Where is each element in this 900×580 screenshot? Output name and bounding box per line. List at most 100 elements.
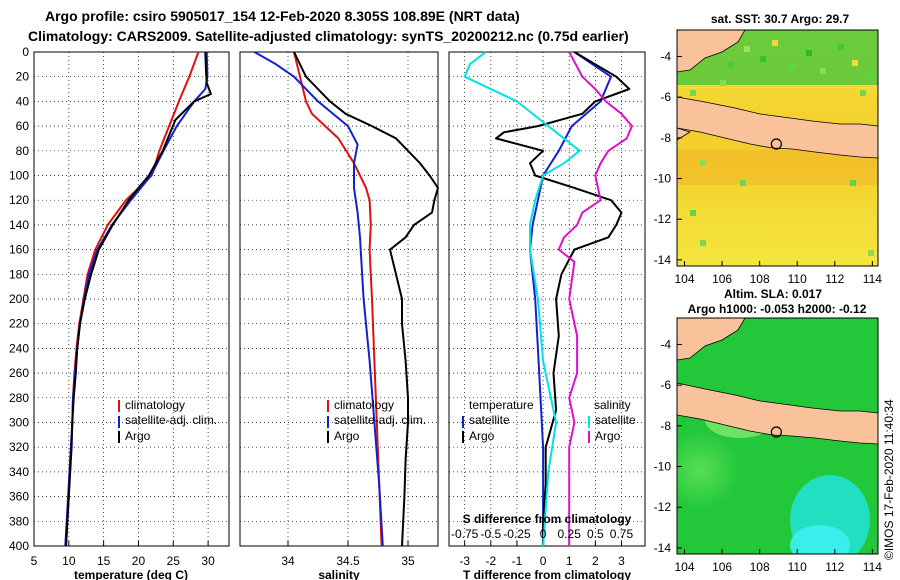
x-tick-label: 34 bbox=[281, 554, 295, 568]
sst-pixel bbox=[720, 80, 726, 86]
depth-axis: 0 20 40 60 80 100 120 140 160 180 200 220 240 260 280 3… bbox=[9, 45, 29, 553]
x-tick-label: 34.5 bbox=[336, 554, 360, 568]
lat-tick-label: -4 bbox=[660, 337, 671, 351]
s-difference-tick-label: -0.75 bbox=[451, 527, 479, 541]
temperature-x-axis: 5 10 15 20 25 30 bbox=[31, 541, 215, 568]
salinity-lines bbox=[253, 51, 439, 547]
salinity-x-axis: 34 34.5 35 bbox=[281, 541, 415, 568]
s-difference-tick-label: 0.75 bbox=[610, 527, 634, 541]
series-line-salinity-satellite bbox=[463, 51, 581, 547]
depth-tick-label: 140 bbox=[9, 218, 29, 232]
depth-tick-label: 60 bbox=[16, 119, 30, 133]
sla-peak-south bbox=[790, 525, 850, 554]
salinity-legend: climatology satellite-adj. clim. Argo bbox=[327, 398, 426, 443]
x-tick-label: 30 bbox=[201, 554, 215, 568]
s-difference-tick-label: -0.25 bbox=[503, 527, 531, 541]
lat-tick-label: -14 bbox=[654, 541, 672, 555]
lat-tick-label: -12 bbox=[654, 212, 672, 226]
x-tick-label: 35 bbox=[401, 554, 415, 568]
legend-label-argo: Argo bbox=[125, 429, 151, 443]
sla-high-west bbox=[677, 430, 740, 510]
java-land-sla bbox=[677, 382, 878, 445]
sst-pixel bbox=[728, 62, 734, 68]
sst-map-title: sat. SST: 30.7 Argo: 29.7 bbox=[711, 12, 850, 26]
difference-lines bbox=[463, 51, 633, 547]
lon-tick-label: 110 bbox=[788, 272, 807, 286]
s-difference-tick-label: -0.5 bbox=[480, 527, 501, 541]
t-difference-x-axis: -3 -2 -1 0 1 2 3 bbox=[459, 541, 625, 568]
lon-tick-label: 112 bbox=[825, 560, 844, 574]
depth-tick-label: 240 bbox=[9, 341, 29, 355]
lon-tick-label: 108 bbox=[750, 560, 770, 574]
legend-label-sal-satellite: satellite bbox=[595, 413, 636, 427]
x-tick-label: -1 bbox=[512, 554, 523, 568]
borneo-land bbox=[677, 30, 746, 73]
legend-title-temperature: temperature bbox=[469, 398, 534, 412]
sla-map-title-1: Altim. SLA: 0.017 bbox=[724, 287, 822, 301]
sla-map-title-2: Argo h1000: -0.053 h2000: -0.12 bbox=[688, 302, 867, 316]
series-line-temperature-satellite bbox=[529, 51, 612, 546]
temperature-plot-frame bbox=[33, 51, 230, 547]
sla-lon-axis: 104 106 108 110 112 114 bbox=[674, 549, 882, 574]
series-line-salinity-argo bbox=[557, 51, 633, 546]
sst-pixel bbox=[690, 90, 696, 96]
title-line-1: Argo profile: csiro 5905017_154 12-Feb-2… bbox=[45, 8, 520, 24]
legend-label-sal-argo: Argo bbox=[595, 429, 621, 443]
x-tick-label: 3 bbox=[618, 554, 625, 568]
sst-pixel bbox=[790, 64, 796, 70]
salinity-x-label: salinity bbox=[318, 568, 360, 580]
lat-tick-label: -6 bbox=[660, 378, 671, 392]
difference-panel: -3 -2 -1 0 1 2 3 S difference from climatology… bbox=[448, 51, 646, 580]
sla-map-image bbox=[677, 318, 878, 554]
series-line-argo bbox=[65, 51, 212, 547]
legend-label-satellite-adj: satellite-adj. clim. bbox=[125, 413, 217, 427]
sla-lat-axis: -4 -6 -8 -10 -12 -14 bbox=[654, 337, 682, 555]
lon-tick-label: 114 bbox=[863, 560, 882, 574]
sst-pixel bbox=[760, 56, 766, 62]
borneo-land-sla bbox=[677, 318, 746, 361]
depth-tick-label: 300 bbox=[9, 416, 29, 430]
legend-label-climatology-sal: climatology bbox=[334, 398, 394, 412]
t-difference-x-label: T difference from climatology bbox=[463, 568, 631, 580]
s-difference-tick-labels: -0.75 -0.5 -0.25 0 0.25 0.5 0.75 bbox=[451, 527, 633, 541]
legend-label-temp-argo: Argo bbox=[469, 429, 495, 443]
sst-pixel bbox=[868, 250, 874, 256]
sst-pixel bbox=[744, 46, 750, 52]
legend-label-temp-satellite: satellite bbox=[469, 413, 510, 427]
lat-tick-label: -4 bbox=[660, 49, 671, 63]
title-line-2: Climatology: CARS2009. Satellite-adjuste… bbox=[28, 28, 629, 44]
x-tick-label: -2 bbox=[485, 554, 496, 568]
lon-tick-label: 104 bbox=[674, 272, 694, 286]
lon-tick-label: 104 bbox=[674, 560, 694, 574]
depth-tick-label: 260 bbox=[9, 366, 29, 380]
lat-tick-label: -8 bbox=[660, 419, 671, 433]
x-tick-label: -3 bbox=[459, 554, 470, 568]
lat-tick-label: -10 bbox=[654, 172, 672, 186]
x-tick-label: 10 bbox=[62, 554, 76, 568]
depth-tick-label: 340 bbox=[9, 465, 29, 479]
sla-map-frame bbox=[676, 317, 879, 555]
legend-label-argo-sal: Argo bbox=[334, 429, 360, 443]
sst-pixel bbox=[772, 40, 778, 46]
lat-tick-label: -10 bbox=[654, 460, 672, 474]
difference-grid bbox=[449, 52, 645, 546]
sst-map-image bbox=[677, 30, 878, 266]
x-tick-label: 2 bbox=[592, 554, 599, 568]
depth-tick-label: 360 bbox=[9, 490, 29, 504]
series-line-argo bbox=[293, 51, 439, 547]
temperature-grid bbox=[34, 52, 229, 546]
x-tick-label: 20 bbox=[132, 554, 146, 568]
sst-pixel bbox=[740, 180, 746, 186]
s-difference-tick-label: 0.25 bbox=[558, 527, 582, 541]
lon-tick-label: 112 bbox=[825, 272, 844, 286]
lat-tick-label: -6 bbox=[660, 90, 671, 104]
series-line-satellite-adj-clim- bbox=[253, 51, 384, 547]
legend-label-satellite-adj-sal: satellite-adj. clim. bbox=[334, 413, 426, 427]
x-tick-label: 15 bbox=[97, 554, 111, 568]
lon-tick-label: 114 bbox=[863, 272, 882, 286]
depth-tick-label: 80 bbox=[16, 144, 30, 158]
sst-pixel bbox=[852, 60, 858, 66]
x-tick-label: 5 bbox=[31, 554, 38, 568]
lon-tick-label: 108 bbox=[750, 272, 770, 286]
s-difference-tick-label: 0.5 bbox=[587, 527, 604, 541]
